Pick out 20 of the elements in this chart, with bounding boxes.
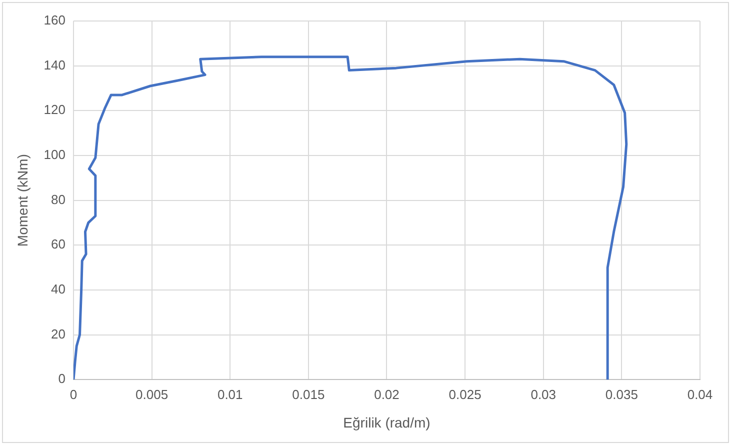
y-tick-label: 100 bbox=[44, 147, 66, 162]
x-tick-label: 0.015 bbox=[292, 386, 325, 402]
x-tick-label: 0 bbox=[70, 386, 78, 402]
y-tick-label: 120 bbox=[44, 102, 66, 118]
x-axis-title: Eğrilik (rad/m) bbox=[343, 414, 430, 430]
x-tick-label: 0.04 bbox=[687, 386, 713, 402]
y-axis-title: Moment (kNm) bbox=[14, 154, 30, 247]
y-tick-label: 140 bbox=[44, 57, 66, 72]
y-tick-label: 80 bbox=[51, 192, 66, 207]
x-tick-label: 0.025 bbox=[448, 386, 482, 402]
y-tick-label: 40 bbox=[51, 282, 66, 297]
x-tick-label: 0.02 bbox=[374, 386, 400, 402]
x-tick-label: 0.03 bbox=[530, 386, 556, 402]
y-tick-label: 20 bbox=[51, 326, 66, 342]
x-tick-label: 0.01 bbox=[217, 386, 243, 402]
y-tick-label: 160 bbox=[44, 12, 66, 28]
x-tick-label: 0.035 bbox=[605, 386, 638, 402]
y-tick-label: 0 bbox=[58, 371, 66, 386]
y-tick-label: 60 bbox=[51, 236, 66, 252]
x-tick-label: 0.005 bbox=[136, 386, 168, 402]
